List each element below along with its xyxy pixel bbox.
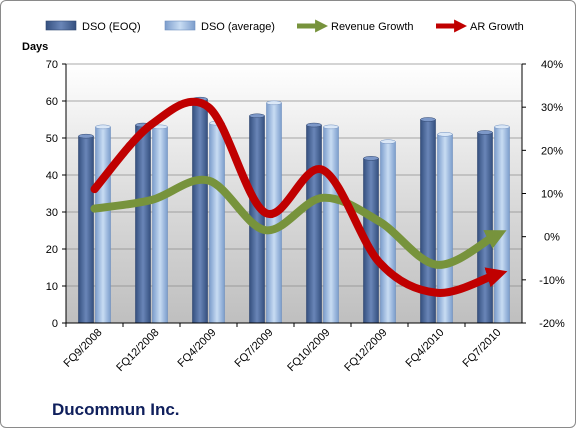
bar-dso-average	[152, 126, 168, 324]
left-tick-label: 10	[46, 281, 58, 293]
bar-cap-dso-average	[95, 124, 111, 130]
ar-growth-point	[207, 105, 210, 109]
revenue-growth-line	[90, 175, 507, 269]
legend-dso-average-swatch	[164, 20, 196, 31]
bar-cap-dso-eoq	[306, 122, 322, 128]
x-tick-label: FQ7/2010	[461, 327, 504, 370]
left-tick-label: 30	[46, 207, 58, 219]
revenue-growth-point	[93, 207, 96, 211]
legend-dso-average-label: DSO (average)	[201, 21, 275, 33]
x-tick-label: FQ12/2008	[114, 327, 161, 374]
line-series	[90, 97, 508, 297]
right-tick-label: -20%	[539, 318, 565, 330]
revenue-growth-point	[492, 235, 495, 239]
legend-dso-eoq-swatch	[45, 20, 77, 31]
ar-growth-point	[150, 122, 153, 126]
bar-dso-eoq	[78, 135, 94, 324]
bar-cap-dso-average	[494, 124, 510, 130]
ar-growth-point	[93, 187, 96, 191]
left-tick-label: 0	[52, 318, 58, 330]
right-axis-ticks: -20% -10% 0% 10% 20% 30% 40%	[522, 59, 565, 330]
bar-cap-dso-eoq	[363, 156, 379, 161]
bar-cap-dso-average	[380, 139, 396, 144]
bar-dso-eoq	[135, 124, 151, 324]
x-tick-label: FQ12/2009	[342, 327, 389, 374]
legend: DSO (EOQ) DSO (average) Revenue Growth AR G…	[45, 19, 524, 33]
legend-ar-growth-label: AR Growth	[470, 21, 524, 33]
right-tick-label: 10%	[541, 189, 563, 201]
right-tick-label: 30%	[541, 102, 563, 114]
left-tick-label: 20	[46, 244, 58, 256]
revenue-growth-point	[207, 179, 210, 183]
ar-growth-point	[264, 211, 267, 215]
ar-growth-point	[378, 261, 381, 265]
bar-cap-dso-average	[437, 132, 453, 137]
bar-cap-dso-eoq	[477, 130, 493, 135]
ar-growth-point	[492, 274, 495, 278]
bar-dso-eoq	[477, 132, 493, 324]
left-axis-ticks: 0 10 20 30 40 50 60 70	[46, 59, 66, 330]
bar-cap-dso-eoq	[249, 113, 265, 119]
bar-cap-dso-eoq	[78, 133, 94, 139]
bar-dso-eoq	[192, 98, 208, 324]
right-tick-label: 0%	[544, 232, 560, 244]
bar-cap-dso-average	[323, 124, 339, 130]
left-tick-label: 60	[46, 96, 58, 108]
bar-dso-eoq	[306, 124, 322, 324]
revenue-growth-point	[321, 196, 324, 200]
ar-growth-line	[90, 97, 508, 297]
x-tick-label: FQ10/2009	[285, 327, 332, 374]
legend-dso-eoq-label: DSO (EOQ)	[82, 21, 141, 33]
bar-dso-average	[494, 126, 510, 324]
legend-revenue-growth-label: Revenue Growth	[331, 21, 414, 33]
ar-growth-point	[435, 291, 438, 295]
bar-dso-average	[323, 126, 339, 324]
x-tick-label: FQ4/2009	[176, 327, 219, 370]
bar-cap-dso-average	[266, 100, 282, 106]
right-tick-label: 40%	[541, 59, 563, 71]
bar-cap-dso-eoq	[420, 117, 436, 122]
revenue-growth-point	[150, 198, 153, 202]
left-tick-label: 40	[46, 170, 58, 182]
left-tick-label: 70	[46, 59, 58, 71]
bar-dso-average	[209, 122, 225, 324]
revenue-growth-point	[264, 228, 267, 232]
left-tick-label: 50	[46, 133, 58, 145]
bar-dso-average	[95, 126, 111, 324]
revenue-growth-point	[378, 220, 381, 224]
revenue-growth-point	[435, 263, 438, 267]
right-tick-label: -10%	[539, 275, 565, 287]
y-axis-title: Days	[22, 41, 48, 53]
ar-growth-point	[321, 168, 324, 172]
x-tick-label: FQ7/2009	[233, 327, 276, 370]
right-tick-label: 20%	[541, 145, 563, 157]
x-tick-label: FQ9/2008	[62, 327, 105, 370]
x-tick-label: FQ4/2010	[404, 327, 447, 370]
company-title: Ducommun Inc.	[52, 400, 180, 419]
x-axis-ticks: FQ9/2008 FQ12/2008 FQ4/2009 FQ7/2009 FQ10/20…	[62, 323, 504, 374]
